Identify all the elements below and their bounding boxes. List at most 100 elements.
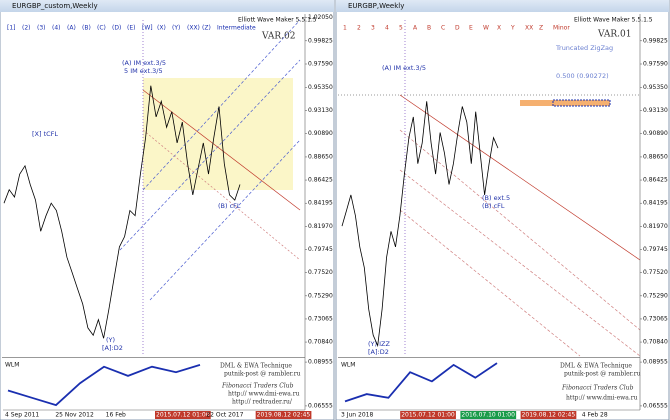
indicator-tick-label: 0.06555 [308,402,333,409]
price-label: 0.77520 [308,269,333,276]
signature: putnik-post @ rambler.ru [564,371,641,378]
wave-label: Z [539,25,543,32]
annotation: (Y) IZZ [368,340,390,348]
date-highlight [400,411,456,419]
annotation: VAR.02 [261,32,295,42]
date-label: 2016.07.10 01:00 [461,412,515,419]
price-label: 0.84195 [308,200,333,207]
annotation: VAR.01 [597,30,631,40]
annotation: (Y) [106,336,115,344]
price-label: 0.88650 [643,153,668,160]
price-label: 0.88650 [308,153,333,160]
annotation: (B) ext.5 [482,194,510,202]
indicator-label: WLM [341,362,355,369]
wave-label: (XX) [187,25,200,32]
wave-label: C [441,25,445,32]
annotation: Elliott Wave Maker 5.5.1.5 [574,17,653,24]
annotation: [A]:D2 [368,348,389,356]
date-label: 4 Sep 2011 [5,412,39,419]
wave-label: (Y) [172,25,180,32]
date-highlight [520,411,577,419]
price-label: 0.84195 [643,200,668,207]
wave-label: (A) [67,25,76,32]
price-label: 0.70840 [643,339,668,346]
window-title: EURGBP_custom,Weekly [12,2,98,10]
wave-label: 2 [357,25,361,32]
annotation: (B) cFL [218,202,241,210]
target-zone [552,99,611,107]
pane-divider [338,357,640,358]
price-label: 0.77520 [643,269,668,276]
price-label: 0.79745 [643,246,668,253]
price-label: 0.86425 [643,177,668,184]
wave-label: [W] [142,25,153,32]
price-label: 0.81970 [308,223,333,230]
indicator-tick-label: 0.06555 [643,402,668,409]
signature: putnik-post @ rambler.ru [224,371,301,378]
wave-label: A [413,25,418,32]
price-label: 0.93130 [308,107,333,114]
price-line [3,85,241,339]
wave-label: 3 [371,25,375,32]
signature: Fibonacci Traders Club [561,385,634,392]
price-label: 0.73065 [308,315,333,322]
wave-label: (D) [112,25,121,32]
date-label: 2019.08.12 02:45 [522,412,576,419]
price-label: 0.75290 [643,292,668,299]
wave-label: W [483,25,489,32]
pitchfork [338,20,641,357]
wave-label: Y [510,25,515,32]
indicator-tick-label: 0.08955 [308,359,333,366]
indicator-line [344,362,498,403]
date-label: 2019.08.12 02:45 [257,412,311,419]
wave-label: X [497,25,501,32]
annotation: (A) IM ext.3/5 [382,64,426,72]
price-label: 0.99825 [643,37,668,44]
signature: Fibonacci Traders Club [221,383,294,390]
price-label: 0.90890 [643,130,668,137]
date-label: 16 Feb [106,412,126,419]
indicator-line [7,364,201,407]
annotation: Elliott Wave Maker 5.5.1.5 [238,17,317,24]
signature: DML & EWA Technique [220,363,292,370]
target-zone [520,100,610,106]
wave-label: (E) [127,25,135,32]
pane-divider [2,357,305,358]
window-frame [335,0,670,420]
price-label: 0.73065 [643,315,668,322]
wave-label: (4) [52,25,61,32]
wave-label: XX [525,25,533,32]
signature: http:// www.dmi-ewa.ru [566,395,638,402]
price-label: 0.93130 [643,107,668,114]
indicator-tick-label: 0.08955 [643,359,668,366]
wave-label: (2) [22,25,31,32]
price-label: 0.97590 [643,61,668,68]
signature: http:// redtrader.ru/ [232,399,293,406]
price-label: 0.81970 [643,223,668,230]
date-label: 4 Feb 28 [582,412,608,419]
annotation: Truncated ZigZag [555,44,613,52]
date-label: 22 Oct 2017 [206,412,243,419]
wave-label: Minor [553,25,570,32]
wave-label: (3) [37,25,46,32]
wave-label: Intermediate [217,25,256,32]
date-highlight [155,411,211,419]
wave-label: B [427,25,431,32]
price-label: 0.95350 [308,84,333,91]
price-label: 0.97590 [308,61,333,68]
signature: http:// www.dmi-ewa.ru [228,391,300,398]
price-label: 0.70840 [308,339,333,346]
annotation: (B) cFL [482,202,505,210]
price-label: 0.86425 [308,177,333,184]
wave-label: (C) [97,25,106,32]
signature: DML & EWA Technique [560,363,632,370]
wave-label: (X) [157,25,166,32]
date-label: 2015.07.12 01:00 [401,412,455,419]
price-label: 0.79745 [308,246,333,253]
price-label: 0.99825 [308,37,333,44]
title-bar[interactable] [0,0,334,12]
annotation: [X] tCFL [32,130,58,138]
price-label: 1.02050 [308,14,333,21]
title-bar[interactable] [336,0,669,12]
date-label: 25 Nov 2012 [55,412,94,419]
